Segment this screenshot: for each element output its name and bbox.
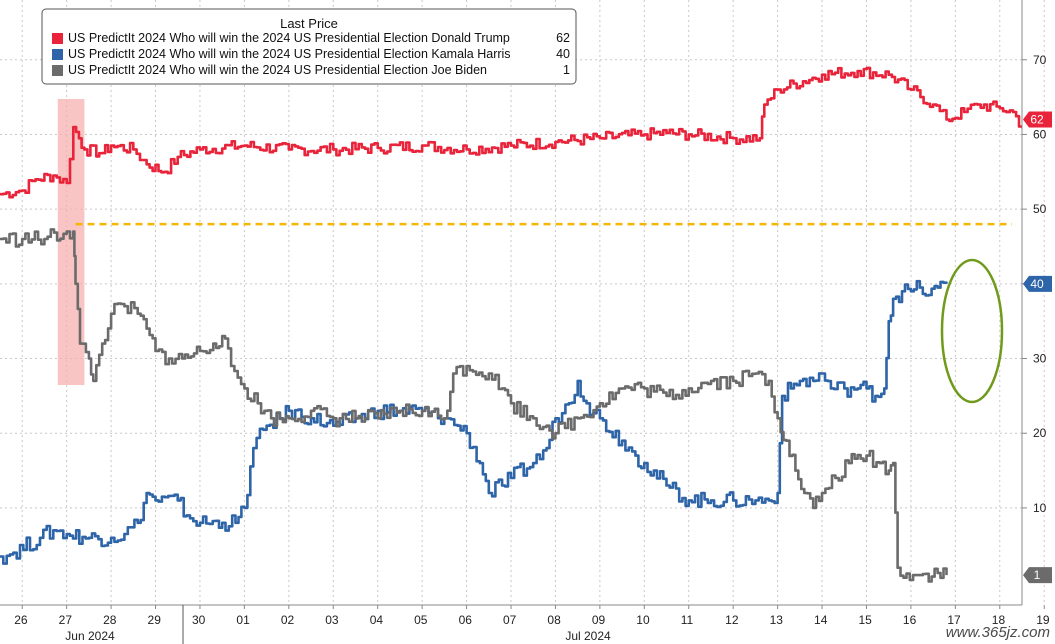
annotation-ellipse xyxy=(940,258,1004,404)
x-tick-label: 16 xyxy=(903,613,917,627)
series-line-trump xyxy=(0,66,1022,199)
x-tick-label: 10 xyxy=(636,613,650,627)
x-tick-label: 08 xyxy=(547,613,561,627)
series-lines xyxy=(0,66,1022,583)
x-tick-label: 15 xyxy=(858,613,872,627)
month-label-jul: Jul 2024 xyxy=(565,629,611,643)
x-tick-label: 09 xyxy=(592,613,606,627)
last-value-badge: 1 xyxy=(1023,567,1052,584)
legend-label: US PredictIt 2024 Who will win the 2024 … xyxy=(68,47,511,61)
x-tick-label: 06 xyxy=(459,613,473,627)
x-tick-label: 03 xyxy=(325,613,339,627)
last-value-badge: 62 xyxy=(1023,111,1052,128)
badge-shape xyxy=(1023,275,1052,292)
x-tick-label: 30 xyxy=(192,613,206,627)
last-value-badges: 62 40 1 xyxy=(1023,111,1052,584)
x-tick-label: 02 xyxy=(281,613,295,627)
legend-title: Last Price xyxy=(280,16,338,31)
y-tick-label: 50 xyxy=(1033,202,1047,216)
x-tick-label: 01 xyxy=(236,613,250,627)
x-tick-label: 18 xyxy=(992,613,1006,627)
legend-last-value: 1 xyxy=(563,63,570,77)
watermark: www.365jz.com xyxy=(946,624,1050,641)
x-tick-label: 19 xyxy=(1036,613,1050,627)
y-tick-label: 20 xyxy=(1033,426,1047,440)
badge-shape xyxy=(1023,567,1052,584)
y-tick-label: 70 xyxy=(1033,53,1047,67)
badge-value: 1 xyxy=(1034,568,1041,582)
badge-shape xyxy=(1023,111,1052,128)
x-tick-label: 27 xyxy=(59,613,73,627)
x-tick-label: 04 xyxy=(370,613,384,627)
x-tick-label: 17 xyxy=(947,613,961,627)
x-tick-label: 28 xyxy=(103,613,117,627)
series-line-harris xyxy=(0,279,948,565)
badge-value: 40 xyxy=(1030,277,1044,291)
x-tick-label: 13 xyxy=(770,613,784,627)
x-tick-label: 07 xyxy=(503,613,517,627)
y-tick-label: 60 xyxy=(1033,127,1047,141)
legend-last-value: 62 xyxy=(556,31,570,45)
legend-swatch xyxy=(52,49,63,60)
y-tick-label: 30 xyxy=(1033,352,1047,366)
x-tick-label: 05 xyxy=(414,613,428,627)
legend-label: US PredictIt 2024 Who will win the 2024 … xyxy=(68,31,510,45)
x-tick-label: 26 xyxy=(14,613,28,627)
legend-last-value: 40 xyxy=(556,47,570,61)
x-tick-label: 29 xyxy=(148,613,162,627)
x-tick-label: 11 xyxy=(681,613,694,627)
month-label-jun: Jun 2024 xyxy=(65,629,115,643)
legend-box xyxy=(41,8,577,85)
badge-value: 62 xyxy=(1030,113,1044,127)
legend-swatch xyxy=(52,65,63,76)
last-value-badge: 40 xyxy=(1023,275,1052,292)
series-line-biden xyxy=(0,228,948,583)
y-tick-label: 10 xyxy=(1033,501,1047,515)
x-tick-label: 14 xyxy=(814,613,828,627)
legend-label: US PredictIt 2024 Who will win the 2024 … xyxy=(68,63,487,77)
annotation-ellipse-shape xyxy=(940,258,1004,404)
x-tick-label: 12 xyxy=(725,613,739,627)
legend-swatch xyxy=(52,33,63,44)
